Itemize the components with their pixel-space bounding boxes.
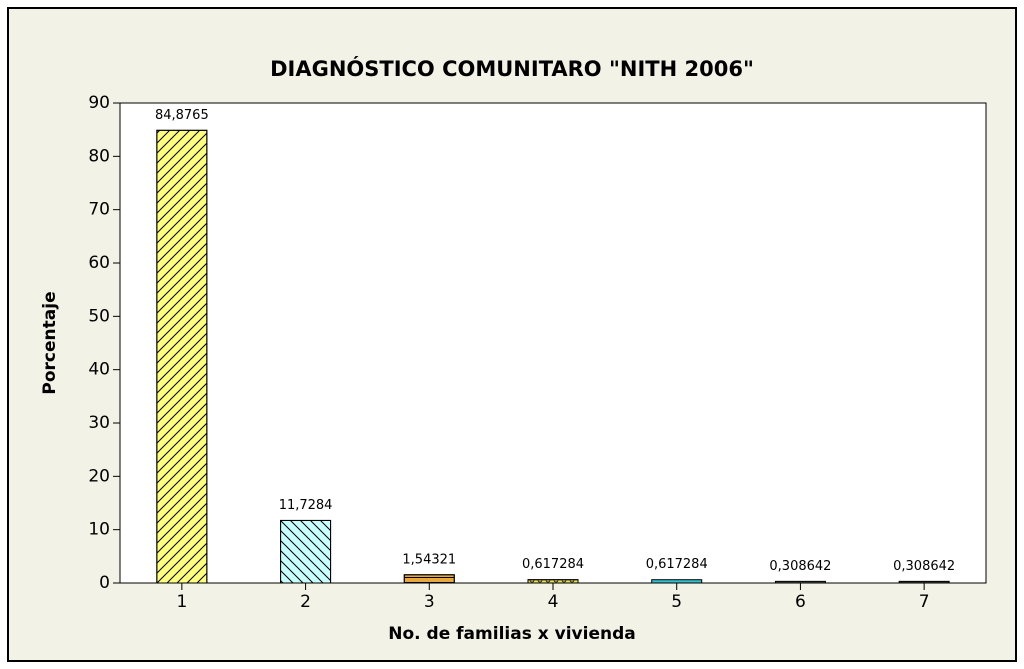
y-tick-label: 80 [88,146,110,166]
x-tick-label: 6 [795,592,806,612]
y-tick-label: 0 [99,573,110,593]
value-label: 0,308642 [769,559,831,574]
bar [774,580,826,584]
y-tick-label: 10 [88,520,110,540]
y-tick-label: 90 [88,93,110,113]
x-tick-label: 1 [176,592,187,612]
x-tick-label: 5 [671,592,682,612]
x-tick-label: 3 [424,592,435,612]
bar-pattern [403,574,455,584]
value-label: 84,8765 [155,108,209,123]
y-axis-label: Porcentaje [40,291,60,394]
value-label: 1,54321 [402,552,456,567]
value-label: 11,7284 [279,498,333,513]
y-tick-label: 50 [88,306,110,326]
plot-area [119,102,987,584]
y-tick-label: 70 [88,200,110,220]
y-tick-label: 20 [88,466,110,486]
y-tick-label: 40 [88,360,110,380]
x-axis-label: No. de familias x vivienda [388,624,635,644]
bar-pattern [280,519,332,584]
y-tick-label: 60 [88,253,110,273]
value-label: 0,617284 [522,557,584,572]
value-label: 0,308642 [893,559,955,574]
y-tick-label: 30 [88,413,110,433]
bar [898,580,950,584]
value-label: 0,617284 [646,557,708,572]
chart-title: DIAGNÓSTICO COMUNITARO "NITH 2006" [270,56,754,81]
bar [651,579,703,584]
bar-pattern [156,129,208,584]
x-tick-label: 4 [548,592,559,612]
bar-pattern [527,579,579,584]
x-tick-label: 2 [300,592,311,612]
x-tick-label: 7 [919,592,930,612]
